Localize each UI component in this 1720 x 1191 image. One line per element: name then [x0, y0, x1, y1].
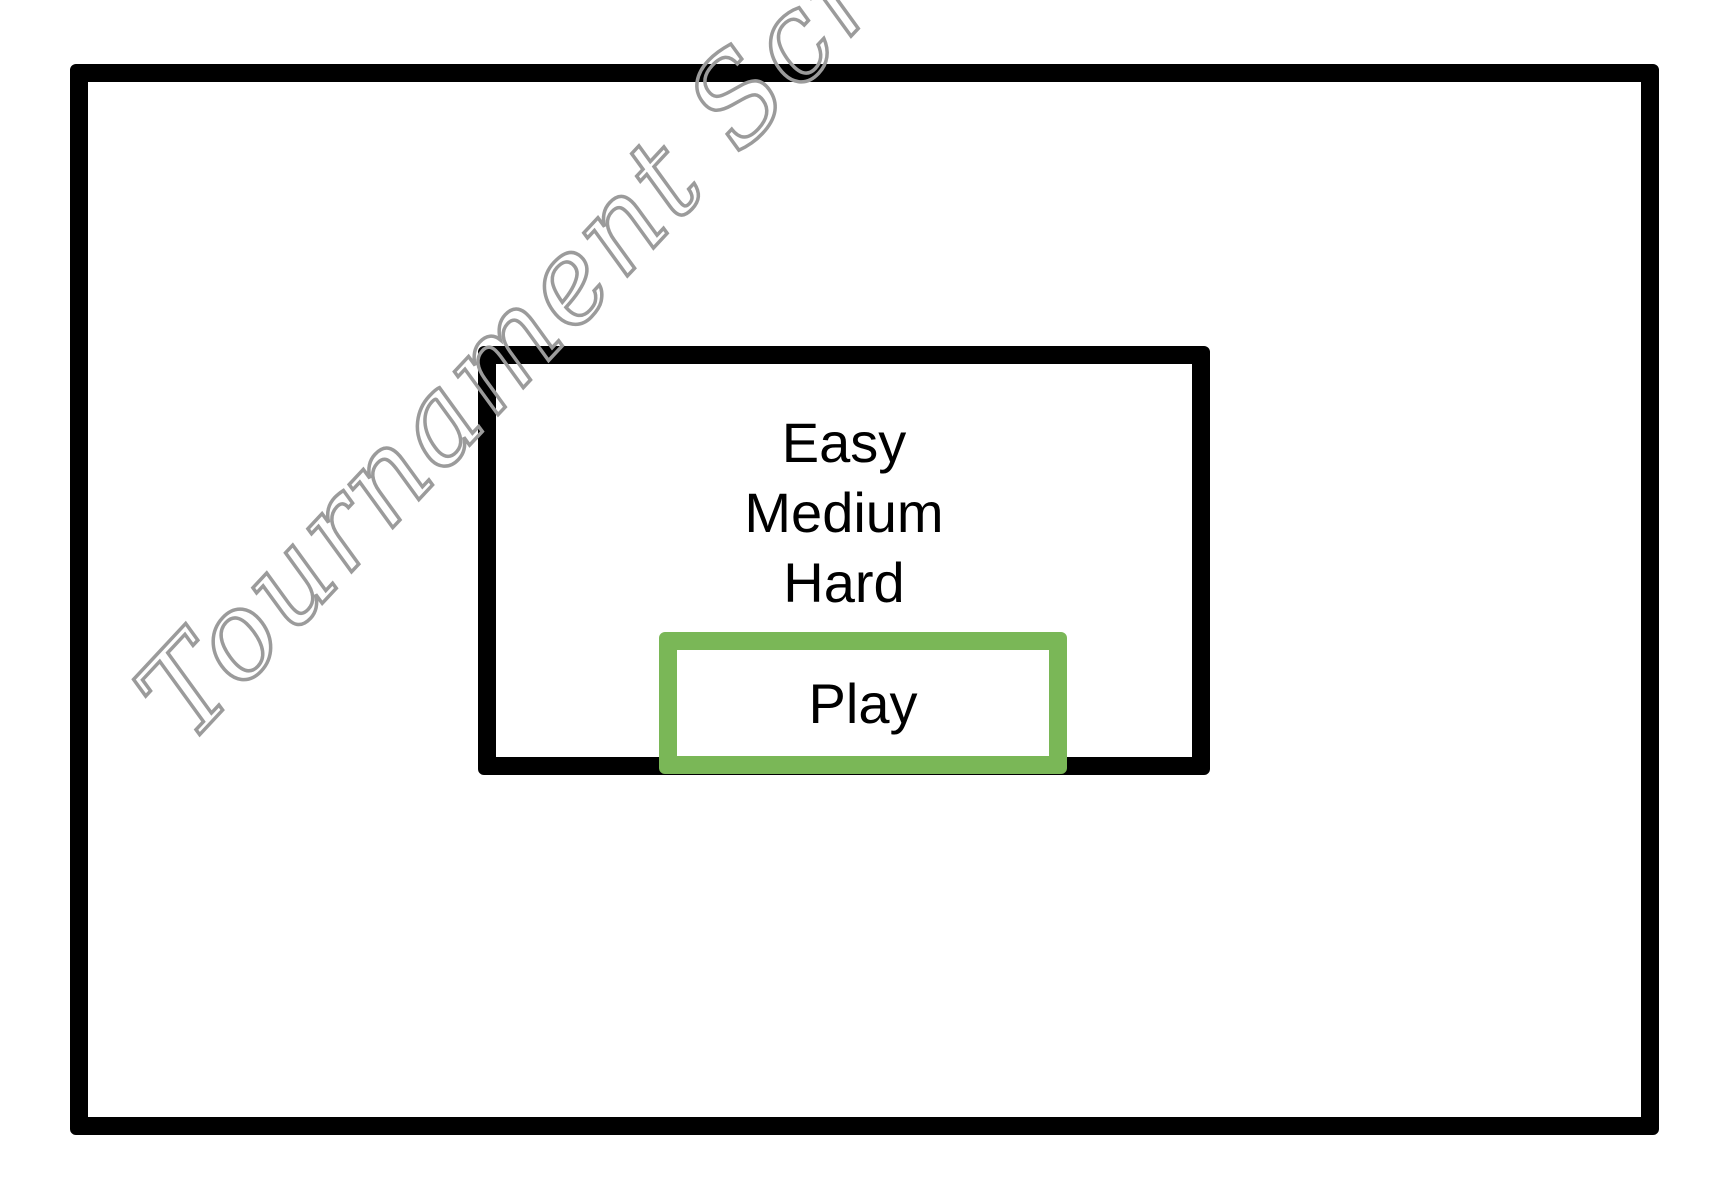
screen-frame	[70, 64, 1659, 1135]
play-button-label: Play	[808, 671, 918, 735]
difficulty-option-easy[interactable]: Easy	[781, 411, 907, 474]
difficulty-dialog: Easy Medium Hard Play	[478, 346, 1210, 775]
difficulty-options: Easy Medium Hard	[496, 408, 1192, 618]
difficulty-option-medium[interactable]: Medium	[744, 481, 944, 544]
difficulty-option-hard[interactable]: Hard	[783, 551, 905, 614]
play-button[interactable]: Play	[659, 632, 1067, 774]
